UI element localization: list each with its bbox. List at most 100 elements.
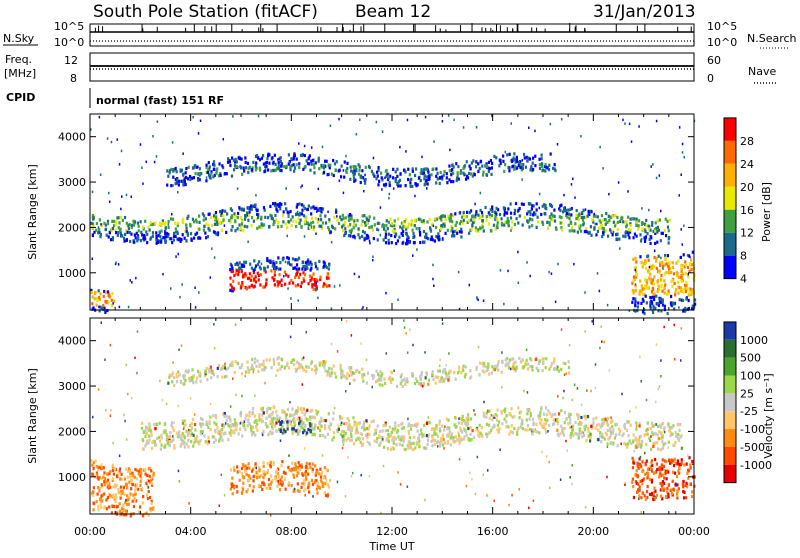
data-cell — [491, 371, 493, 374]
data-cell — [566, 212, 568, 215]
data-cell — [324, 436, 326, 439]
data-cell — [610, 434, 612, 437]
data-cell — [529, 428, 531, 431]
data-cell — [413, 241, 415, 244]
data-cell — [625, 225, 627, 228]
scatter-cell — [526, 261, 528, 264]
scatter-cell — [586, 389, 588, 392]
scatter-cell — [596, 223, 598, 226]
data-cell — [134, 233, 136, 236]
data-cell — [408, 223, 410, 226]
scatter-cell — [475, 160, 477, 163]
data-cell — [520, 163, 522, 166]
data-cell — [323, 260, 325, 263]
data-cell — [546, 413, 548, 416]
data-cell — [420, 168, 422, 171]
scatter-cell — [126, 194, 128, 197]
data-cell — [679, 423, 681, 426]
data-cell — [473, 218, 475, 221]
scatter-cell — [141, 167, 143, 170]
scatter-cell — [355, 168, 357, 171]
data-cell — [487, 366, 489, 369]
scatter-cell — [373, 157, 375, 160]
data-cell — [251, 433, 253, 436]
data-cell — [137, 221, 139, 224]
data-cell — [479, 424, 481, 427]
scatter-cell — [555, 301, 557, 304]
data-cell — [103, 295, 105, 298]
data-cell — [185, 223, 187, 226]
data-cell — [645, 235, 647, 238]
data-cell — [509, 153, 511, 156]
data-cell — [156, 437, 158, 440]
data-cell — [208, 161, 210, 164]
data-cell — [489, 167, 491, 170]
data-cell — [306, 159, 308, 162]
data-cell — [251, 284, 253, 287]
data-cell — [667, 493, 669, 496]
data-cell — [653, 298, 655, 301]
data-cell — [198, 221, 200, 224]
data-cell — [467, 418, 469, 421]
scatter-cell — [232, 115, 234, 118]
data-cell — [346, 372, 348, 375]
scatter-cell — [599, 146, 601, 149]
data-cell — [298, 276, 300, 279]
data-cell — [455, 435, 457, 438]
data-cell — [259, 468, 261, 471]
data-cell — [144, 237, 146, 240]
data-cell — [663, 287, 665, 290]
data-cell — [485, 415, 487, 418]
data-cell — [483, 414, 485, 417]
data-cell — [311, 163, 313, 166]
scatter-cell — [403, 319, 405, 322]
data-cell — [269, 487, 271, 490]
data-cell — [315, 285, 317, 288]
data-cell — [139, 484, 141, 487]
data-cell — [402, 234, 404, 237]
data-cell — [91, 291, 93, 294]
data-cell — [296, 205, 298, 208]
data-cell — [361, 235, 363, 238]
scatter-cell — [211, 247, 213, 250]
data-cell — [524, 216, 526, 219]
data-cell — [208, 224, 210, 227]
data-cell — [513, 362, 515, 365]
data-cell — [402, 242, 404, 245]
scatter-cell — [119, 306, 121, 309]
data-cell — [601, 433, 603, 436]
data-cell — [304, 154, 306, 157]
data-cell — [281, 284, 283, 287]
data-cell — [504, 163, 506, 166]
scatter-cell — [660, 257, 662, 260]
data-cell — [276, 485, 278, 488]
data-cell — [152, 441, 154, 444]
data-cell — [247, 171, 249, 174]
data-cell — [636, 218, 638, 221]
freq-panel — [90, 53, 694, 81]
scatter-cell — [258, 115, 260, 118]
scatter-cell — [571, 183, 573, 186]
data-cell — [418, 433, 420, 436]
data-cell — [108, 235, 110, 238]
data-cell — [133, 505, 135, 508]
data-cell — [585, 417, 587, 420]
data-cell — [329, 479, 331, 482]
data-cell — [448, 178, 450, 181]
data-cell — [359, 236, 361, 239]
scatter-cell — [638, 125, 640, 128]
data-cell — [638, 494, 640, 497]
data-cell — [340, 376, 342, 379]
data-cell — [302, 168, 304, 171]
scatter-cell — [372, 256, 374, 259]
data-cell — [642, 310, 644, 313]
data-cell — [666, 487, 668, 490]
data-cell — [306, 409, 308, 412]
data-cell — [129, 475, 131, 478]
scatter-cell — [297, 211, 299, 214]
scatter-cell — [477, 456, 479, 459]
data-cell — [312, 272, 314, 275]
scatter-cell — [510, 229, 512, 232]
data-cell — [513, 156, 515, 159]
data-cell — [380, 379, 382, 382]
